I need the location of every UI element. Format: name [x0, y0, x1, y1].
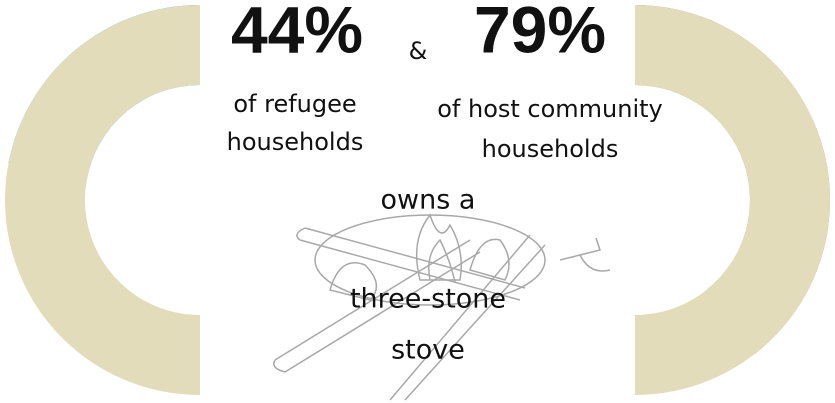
group-label: of host community — [437, 95, 663, 123]
group-label: households — [227, 128, 364, 156]
statement-line: stove — [391, 335, 465, 366]
group-label: households — [482, 135, 619, 163]
stove-sketch — [273, 213, 611, 401]
value-label: 44% — [231, 0, 363, 66]
group-label: of refugee — [233, 90, 356, 118]
statement-line: owns a — [381, 185, 476, 216]
statement-line: three-stone — [350, 284, 506, 315]
joiner: & — [409, 37, 428, 65]
value-label: 79% — [474, 0, 606, 66]
ring-track — [635, 5, 830, 395]
ring-track — [5, 5, 200, 395]
